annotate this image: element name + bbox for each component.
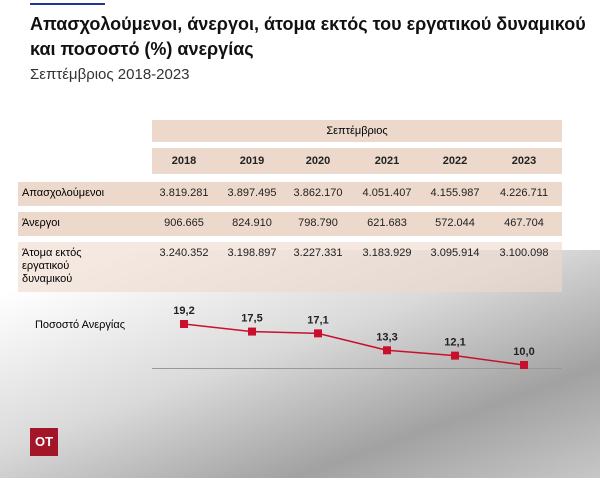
- cell: 621.683: [367, 217, 407, 229]
- value-label: 17,1: [307, 314, 328, 326]
- value-label: 10,0: [513, 346, 534, 358]
- column-header: 2022: [442, 155, 468, 167]
- point: [520, 361, 528, 369]
- cell: 798.790: [298, 217, 338, 229]
- cell: 467.704: [504, 217, 544, 229]
- line: [183, 323, 525, 366]
- year-band: [152, 148, 562, 174]
- cell: 3.198.897: [227, 247, 277, 259]
- group-header: Σεπτέμβριος: [326, 125, 388, 137]
- logo: OT: [30, 428, 58, 456]
- title: Απασχολούμενοι, άνεργοι, άτομα εκτός του…: [30, 14, 586, 59]
- baseline: [152, 368, 562, 369]
- cell: 572.044: [435, 217, 475, 229]
- point: [248, 327, 256, 336]
- cell: 3.819.281: [159, 187, 209, 199]
- row-label: Απασχολούμενοι: [22, 187, 105, 199]
- row-band: [18, 242, 562, 292]
- column-header: 2020: [305, 155, 331, 167]
- column-header: 2019: [239, 155, 265, 167]
- cell: 3.240.352: [159, 247, 209, 259]
- value-label: 19,2: [173, 305, 194, 317]
- cell: 3.183.929: [362, 247, 412, 259]
- value-label: 13,3: [376, 331, 397, 343]
- subtitle: Σεπτέμβριος 2018-2023: [30, 66, 190, 83]
- header-band: [152, 120, 562, 142]
- column-header: 2023: [511, 155, 537, 167]
- cell: 3.897.495: [227, 187, 277, 199]
- cell: 3.095.914: [430, 247, 480, 259]
- row-band: [18, 182, 562, 206]
- cell: 3.227.331: [293, 247, 343, 259]
- cell: 4.155.987: [430, 187, 480, 199]
- value-label: 17,5: [241, 313, 262, 325]
- column-header: 2018: [171, 155, 197, 167]
- cell: 3.862.170: [293, 187, 343, 199]
- cell: 824.910: [232, 217, 272, 229]
- row-label: Άνεργοι: [22, 217, 60, 229]
- accent-line: [30, 3, 105, 5]
- column-header: 2021: [374, 155, 400, 167]
- point: [314, 329, 322, 338]
- point: [451, 351, 459, 360]
- value-label: 12,1: [444, 337, 465, 349]
- cell: 4.051.407: [362, 187, 412, 199]
- cell: 3.100.098: [499, 247, 549, 259]
- row-band: [18, 212, 562, 236]
- point: [180, 320, 188, 328]
- line-label: Ποσοστό Ανεργίας: [34, 319, 126, 331]
- cell: 4.226.711: [499, 187, 549, 199]
- row-label: Άτομα εκτός εργατικού δυναμικού: [22, 247, 82, 285]
- point: [383, 346, 391, 355]
- cell: 906.665: [164, 217, 204, 229]
